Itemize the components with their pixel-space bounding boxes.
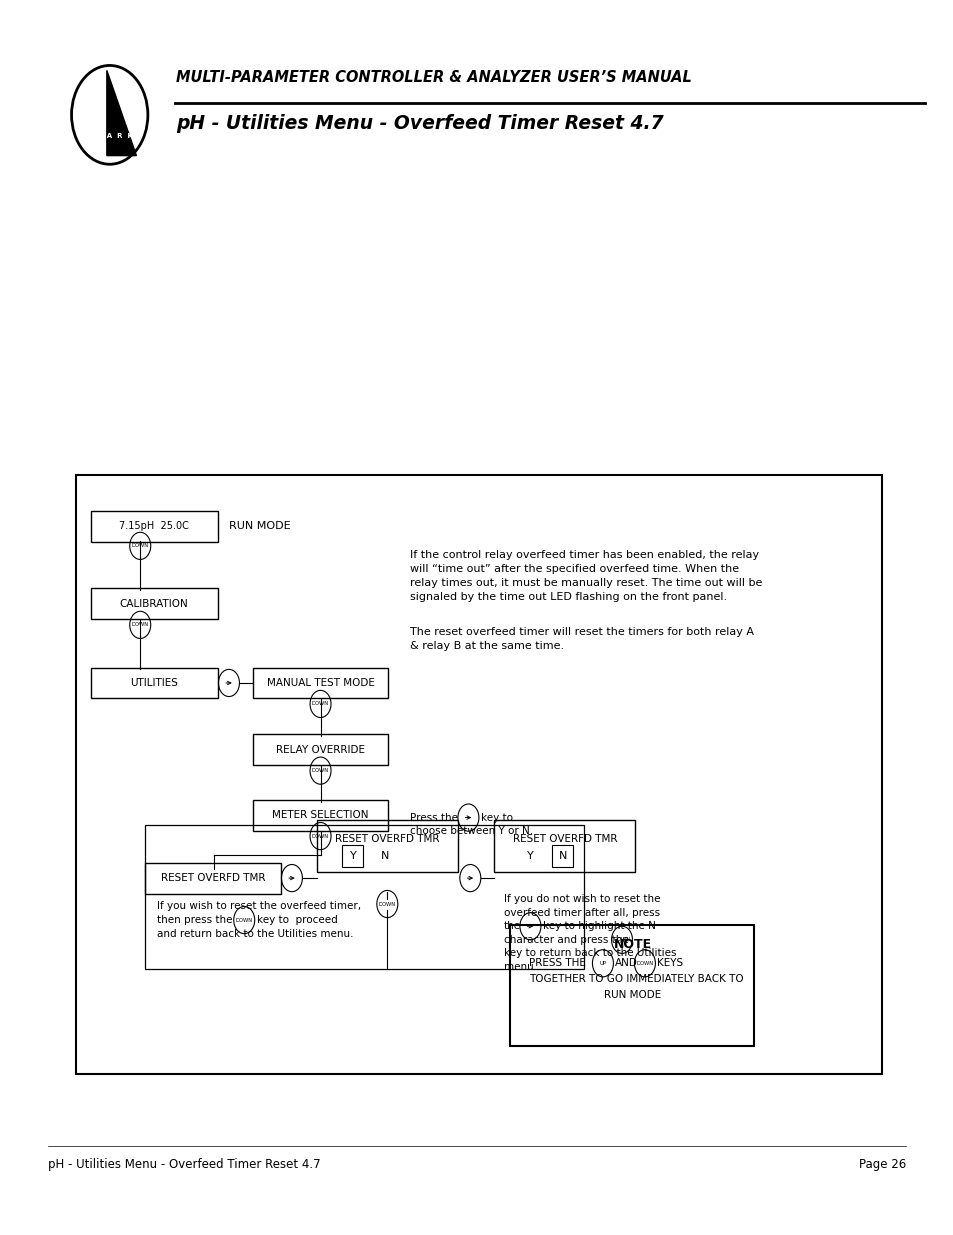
Bar xyxy=(91,667,217,699)
Bar xyxy=(253,734,388,764)
Text: Y: Y xyxy=(349,851,356,861)
Text: Page 26: Page 26 xyxy=(858,1158,905,1171)
Bar xyxy=(552,845,573,867)
Text: CALIBRATION: CALIBRATION xyxy=(119,599,189,609)
Text: character and press the: character and press the xyxy=(503,935,628,945)
Polygon shape xyxy=(107,70,136,156)
Text: RESET OVERFD TMR: RESET OVERFD TMR xyxy=(512,834,617,844)
Text: N: N xyxy=(558,851,566,861)
Text: S  H  A  R  K: S H A R K xyxy=(86,133,133,138)
Text: METER SELECTION: METER SELECTION xyxy=(272,810,369,820)
Text: RUN MODE: RUN MODE xyxy=(603,990,660,1000)
Text: key to highlight the N: key to highlight the N xyxy=(542,921,655,931)
Bar xyxy=(316,820,457,872)
Bar xyxy=(91,511,217,541)
Text: UP: UP xyxy=(598,961,606,966)
Text: UTILITIES: UTILITIES xyxy=(130,678,178,688)
Bar xyxy=(494,820,635,872)
Text: key to  proceed: key to proceed xyxy=(256,915,337,925)
Bar xyxy=(145,863,281,894)
Text: If you do not wish to reset the: If you do not wish to reset the xyxy=(503,894,659,904)
Text: 7.15pH  25.0C: 7.15pH 25.0C xyxy=(119,521,189,531)
Text: DOWN: DOWN xyxy=(132,622,149,627)
Text: DOWN: DOWN xyxy=(235,918,253,923)
Text: N: N xyxy=(381,851,389,861)
Text: Y: Y xyxy=(526,851,534,861)
Text: pH - Utilities Menu - Overfeed Timer Reset 4.7: pH - Utilities Menu - Overfeed Timer Res… xyxy=(176,114,663,133)
Text: PRESS THE: PRESS THE xyxy=(529,958,586,968)
Text: MANUAL TEST MODE: MANUAL TEST MODE xyxy=(266,678,375,688)
Text: key to return back to the Utilities: key to return back to the Utilities xyxy=(503,948,676,958)
Text: choose between Y or N.: choose between Y or N. xyxy=(410,826,533,836)
Text: pH - Utilities Menu - Overfeed Timer Reset 4.7: pH - Utilities Menu - Overfeed Timer Res… xyxy=(48,1158,320,1171)
Text: AND: AND xyxy=(615,958,638,968)
Text: MULTI-PARAMETER CONTROLLER & ANALYZER USER’S MANUAL: MULTI-PARAMETER CONTROLLER & ANALYZER US… xyxy=(176,70,692,85)
Bar xyxy=(145,825,583,969)
Bar xyxy=(91,589,217,620)
Text: KEYS: KEYS xyxy=(657,958,682,968)
Text: If you wish to reset the overfeed timer,: If you wish to reset the overfeed timer, xyxy=(157,902,361,911)
Bar xyxy=(253,800,388,830)
Text: menu.: menu. xyxy=(503,962,537,972)
Text: DOWN: DOWN xyxy=(312,834,329,839)
Text: RESET OVERFD TMR: RESET OVERFD TMR xyxy=(335,834,439,844)
Circle shape xyxy=(71,65,148,164)
Text: and return back to the Utilities menu.: and return back to the Utilities menu. xyxy=(157,929,354,939)
Text: TOGETHER TO GO IMMEDIATELY BACK TO: TOGETHER TO GO IMMEDIATELY BACK TO xyxy=(529,974,743,984)
Text: DOWN: DOWN xyxy=(613,937,630,942)
Text: If the control relay overfeed timer has been enabled, the relay
will “time out” : If the control relay overfeed timer has … xyxy=(410,550,761,601)
Bar xyxy=(510,925,753,1046)
Text: the: the xyxy=(503,921,520,931)
Text: The reset overfeed timer will reset the timers for both relay A
& relay B at the: The reset overfeed timer will reset the … xyxy=(410,627,754,651)
Text: DOWN: DOWN xyxy=(312,768,329,773)
Text: RESET OVERFD TMR: RESET OVERFD TMR xyxy=(161,873,265,883)
Text: Press the: Press the xyxy=(410,813,457,823)
Bar xyxy=(76,475,882,1074)
Text: key to: key to xyxy=(480,813,513,823)
Bar xyxy=(342,845,363,867)
Text: RELAY OVERRIDE: RELAY OVERRIDE xyxy=(275,745,365,755)
Text: DOWN: DOWN xyxy=(378,902,395,906)
Bar xyxy=(253,667,388,699)
Text: DOWN: DOWN xyxy=(636,961,653,966)
Text: DOWN: DOWN xyxy=(132,543,149,548)
Text: RUN MODE: RUN MODE xyxy=(229,521,291,531)
Text: overfeed timer after all, press: overfeed timer after all, press xyxy=(503,908,659,918)
Text: DOWN: DOWN xyxy=(312,701,329,706)
Text: NOTE: NOTE xyxy=(613,939,651,951)
Text: then press the: then press the xyxy=(157,915,233,925)
